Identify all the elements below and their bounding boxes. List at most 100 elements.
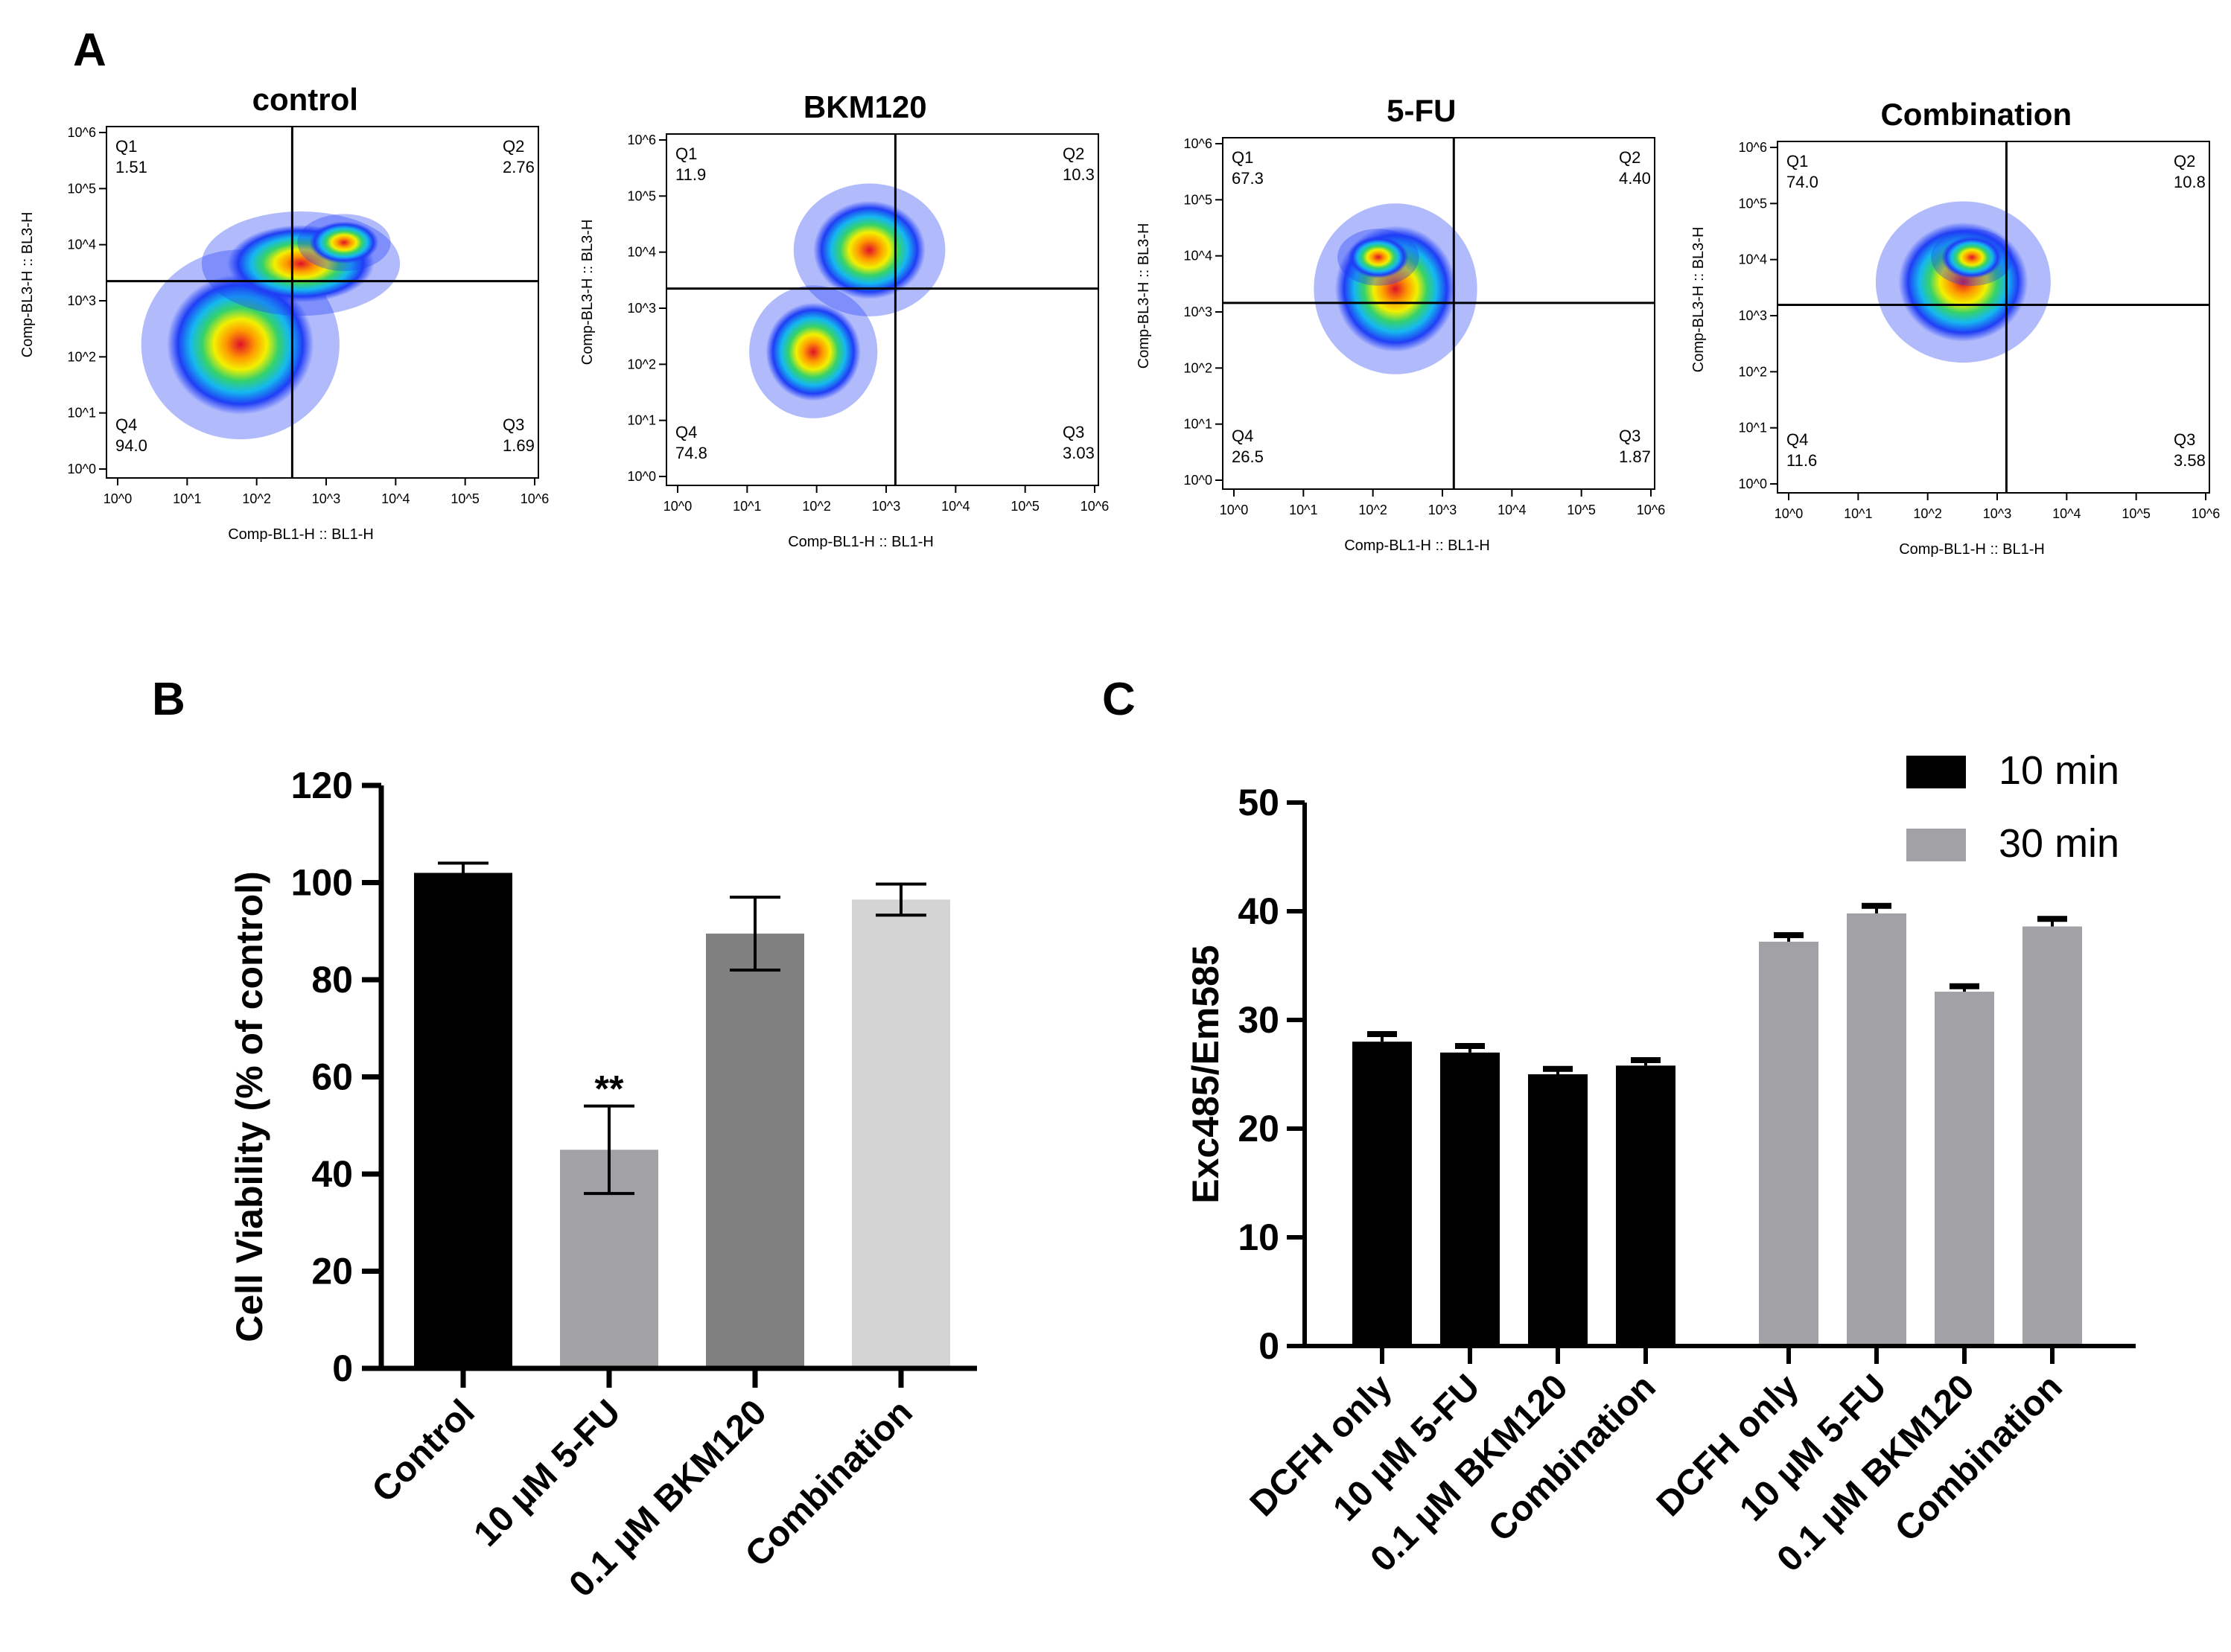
quadrant-label-q4: Q4	[115, 415, 137, 434]
flow-plot-title: BKM120	[803, 89, 927, 124]
flow-y-axis-label: Comp-BL3-H :: BL3-H	[579, 220, 596, 366]
quadrant-value-q3: 1.69	[503, 436, 535, 455]
y-tick-label: 100	[291, 862, 353, 904]
quadrant-value-q1: 67.3	[1232, 169, 1264, 188]
x-tick-label: 10^6	[2192, 506, 2220, 521]
y-tick-label: 10^6	[1184, 136, 1212, 151]
flow-x-axis-label: Comp-BL1-H :: BL1-H	[228, 526, 374, 543]
density-blob	[309, 221, 379, 264]
quadrant-label-q3: Q3	[1619, 427, 1640, 445]
quadrant-label-q1: Q1	[675, 144, 697, 163]
x-tick-label: 10^0	[1220, 503, 1248, 517]
x-tick-label: 10^2	[242, 491, 270, 506]
y-tick-label: 10^6	[628, 133, 656, 147]
flow-x-axis-label: Comp-BL1-H :: BL1-H	[1344, 538, 1490, 554]
quadrant-value-q4: 11.6	[1786, 451, 1817, 470]
x-tick-label: 10^2	[1358, 503, 1387, 517]
y-tick-label: 10^3	[68, 293, 96, 308]
y-tick-label: 10^2	[1739, 364, 1767, 379]
flow-plot-frame	[1222, 137, 1655, 490]
y-tick-label: 60	[311, 1056, 353, 1098]
flow-density	[1314, 203, 1477, 374]
flow-plot-4: Combination Q1 74.0 Q2 10.8 Q3 3.58 Q4 11.6 10^0 1…	[1690, 97, 2220, 558]
x-tick-label: 10^4	[1498, 503, 1526, 517]
quadrant-label-q2: Q2	[1619, 148, 1640, 167]
flow-plot-title: 5-FU	[1387, 93, 1456, 128]
y-tick-label: 20	[1238, 1108, 1279, 1149]
x-tick-label: 10^2	[1913, 506, 1941, 521]
quadrant-value-q1: 1.51	[115, 158, 147, 176]
y-tick-label: 10^1	[628, 413, 656, 428]
x-tick-label: 10^3	[1983, 506, 2011, 521]
flow-y-axis-label: Comp-BL3-H :: BL3-H	[1136, 223, 1152, 369]
y-axis-label: Cell Viability (% of control)	[229, 871, 270, 1342]
y-tick-label: 80	[311, 959, 353, 1001]
quadrant-value-q2: 10.8	[2174, 173, 2206, 191]
quadrant-label-q2: Q2	[1063, 144, 1084, 163]
x-tick-label: 10^5	[2122, 506, 2150, 521]
x-tick-label: 10^6	[1637, 503, 1665, 517]
legend-swatch-0	[1906, 756, 1966, 788]
quadrant-value-q2: 2.76	[503, 158, 535, 176]
y-tick-label: 40	[1238, 890, 1279, 932]
x-tick-label: 10^6	[1081, 499, 1109, 514]
y-tick-label: 10^3	[1739, 308, 1767, 323]
y-tick-label: 10^4	[68, 237, 96, 252]
y-tick-label: 10^6	[1739, 140, 1767, 155]
bar-1-3	[2022, 926, 2082, 1346]
category-label: Control	[365, 1392, 483, 1510]
flow-plot-title: Combination	[1880, 97, 2072, 132]
flow-plot-1: control Q1 1.51 Q2 2.76 Q3 1.69 Q4 94.0 10^0 10^0 1…	[19, 82, 549, 543]
y-tick-label: 10^6	[68, 125, 96, 140]
y-tick-label: 10^5	[628, 188, 656, 203]
legend-label-1: 30 min	[1999, 821, 2119, 866]
category-label: 10 µM 5-FU	[466, 1392, 628, 1554]
y-tick-label: 120	[291, 765, 353, 806]
y-tick-label: 50	[1238, 782, 1279, 823]
quadrant-label-q1: Q1	[1786, 152, 1808, 170]
y-tick-label: 10^2	[68, 349, 96, 364]
quadrant-label-q1: Q1	[1232, 148, 1253, 167]
flow-cytometry-panels: control Q1 1.51 Q2 2.76 Q3 1.69 Q4 94.0 10^0 10^0 1…	[19, 82, 2220, 558]
quadrant-value-q4: 26.5	[1232, 447, 1264, 466]
flow-y-axis-label: Comp-BL3-H :: BL3-H	[1690, 227, 1707, 373]
x-tick-label: 10^0	[1775, 506, 1803, 521]
quadrant-value-q1: 74.0	[1786, 173, 1818, 191]
y-tick-label: 0	[332, 1348, 353, 1389]
x-tick-label: 10^0	[663, 499, 692, 514]
y-tick-label: 30	[1238, 999, 1279, 1041]
bar-0-1	[1440, 1052, 1500, 1346]
y-tick-label: 10^0	[628, 469, 656, 484]
quadrant-value-q2: 10.3	[1063, 165, 1095, 184]
y-tick-label: 10^0	[1184, 473, 1212, 488]
y-tick-label: 40	[311, 1153, 353, 1195]
y-tick-label: 10	[1238, 1216, 1279, 1258]
quadrant-value-q2: 4.40	[1619, 169, 1651, 188]
y-tick-label: 10^1	[1739, 421, 1767, 436]
x-tick-label: 10^0	[104, 491, 132, 506]
legend-swatch-1	[1906, 829, 1966, 861]
panel-letter-c: C	[1102, 674, 1136, 725]
bar-0-0	[1352, 1042, 1412, 1346]
x-tick-label: 10^4	[381, 491, 410, 506]
quadrant-value-q4: 94.0	[115, 436, 147, 455]
quadrant-value-q4: 74.8	[675, 444, 707, 462]
x-tick-label: 10^3	[1428, 503, 1457, 517]
density-blob	[1941, 236, 2002, 279]
y-tick-label: 10^0	[1739, 476, 1767, 491]
x-tick-label: 10^4	[941, 499, 970, 514]
flow-y-axis-label: Comp-BL3-H :: BL3-H	[19, 212, 36, 358]
quadrant-value-q3: 3.03	[1063, 444, 1095, 462]
bar-0-3	[1616, 1065, 1675, 1346]
quadrant-value-q3: 3.58	[2174, 451, 2206, 470]
flow-x-axis-label: Comp-BL1-H :: BL1-H	[1899, 541, 2045, 558]
x-tick-label: 10^1	[1289, 503, 1317, 517]
y-tick-label: 10^4	[628, 245, 656, 260]
y-tick-label: 10^4	[1184, 249, 1212, 264]
bar-2	[706, 934, 804, 1368]
y-tick-label: 10^3	[628, 301, 656, 316]
y-tick-label: 10^1	[1184, 417, 1212, 432]
legend-label-0: 10 min	[1999, 748, 2119, 793]
